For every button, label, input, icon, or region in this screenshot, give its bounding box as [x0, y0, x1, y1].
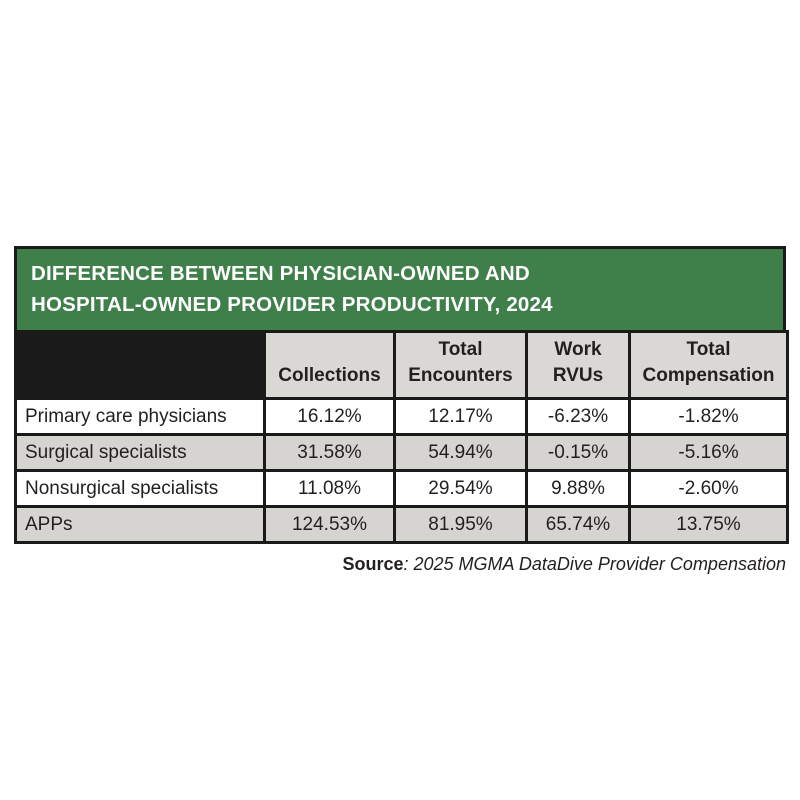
cell-total-encounters: 54.94%	[393, 433, 528, 472]
cell-work-rvus: 65.74%	[525, 505, 631, 544]
cell-work-rvus: 9.88%	[525, 469, 631, 508]
cell-total-compensation: -1.82%	[628, 397, 789, 436]
cell-work-rvus: -0.15%	[525, 433, 631, 472]
column-header-total-compensation: Total Compensation	[628, 330, 789, 400]
table-title-bar: DIFFERENCE BETWEEN PHYSICIAN-OWNED AND H…	[14, 246, 786, 330]
table-row-nonsurgical-specialists: Nonsurgical specialists 11.08% 29.54% 9.…	[14, 469, 789, 508]
column-header-label-line1: Total	[686, 339, 731, 360]
source-separator: :	[403, 554, 414, 574]
cell-work-rvus: -6.23%	[525, 397, 631, 436]
row-label: Primary care physicians	[14, 397, 266, 436]
source-label: Source	[342, 554, 404, 574]
cell-total-compensation: -5.16%	[628, 433, 789, 472]
cell-total-compensation: 13.75%	[628, 505, 789, 544]
cell-collections: 16.12%	[263, 397, 396, 436]
column-header-collections: Collections	[263, 330, 396, 400]
table-row-apps: APPs 124.53% 81.95% 65.74% 13.75%	[14, 505, 789, 544]
row-label: Nonsurgical specialists	[14, 469, 266, 508]
source-text: 2025 MGMA DataDive Provider Compensation	[413, 554, 787, 574]
cell-total-encounters: 81.95%	[393, 505, 528, 544]
source-line: Source: 2025 MGMA DataDive Provider Comp…	[14, 553, 786, 575]
column-header-total-encounters: Total Encounters	[393, 330, 528, 400]
table-title-line-1: DIFFERENCE BETWEEN PHYSICIAN-OWNED AND	[31, 262, 530, 285]
cell-collections: 11.08%	[263, 469, 396, 508]
cell-total-compensation: -2.60%	[628, 469, 789, 508]
column-header-label-line1: Work	[554, 339, 602, 360]
cell-total-encounters: 12.17%	[393, 397, 528, 436]
column-header-label-line2: Encounters	[408, 365, 513, 386]
table-corner-cell	[14, 330, 266, 400]
table-row-primary-care: Primary care physicians 16.12% 12.17% -6…	[14, 397, 789, 436]
row-label: Surgical specialists	[14, 433, 266, 472]
cell-collections: 31.58%	[263, 433, 396, 472]
table-row-surgical-specialists: Surgical specialists 31.58% 54.94% -0.15…	[14, 433, 789, 472]
column-header-label: Collections	[278, 365, 381, 386]
productivity-table-figure: DIFFERENCE BETWEEN PHYSICIAN-OWNED AND H…	[14, 246, 789, 575]
cell-collections: 124.53%	[263, 505, 396, 544]
table-title-line-2: HOSPITAL-OWNED PROVIDER PRODUCTIVITY, 20…	[31, 293, 553, 316]
productivity-table: Collections Total Encounters Work RVUs T…	[14, 330, 789, 544]
column-header-label-line2: RVUs	[552, 365, 604, 386]
cell-total-encounters: 29.54%	[393, 469, 528, 508]
column-header-work-rvus: Work RVUs	[525, 330, 631, 400]
column-header-label-line2: Compensation	[642, 365, 775, 386]
table-header-row: Collections Total Encounters Work RVUs T…	[14, 330, 789, 400]
row-label: APPs	[14, 505, 266, 544]
column-header-label-line1: Total	[438, 339, 483, 360]
